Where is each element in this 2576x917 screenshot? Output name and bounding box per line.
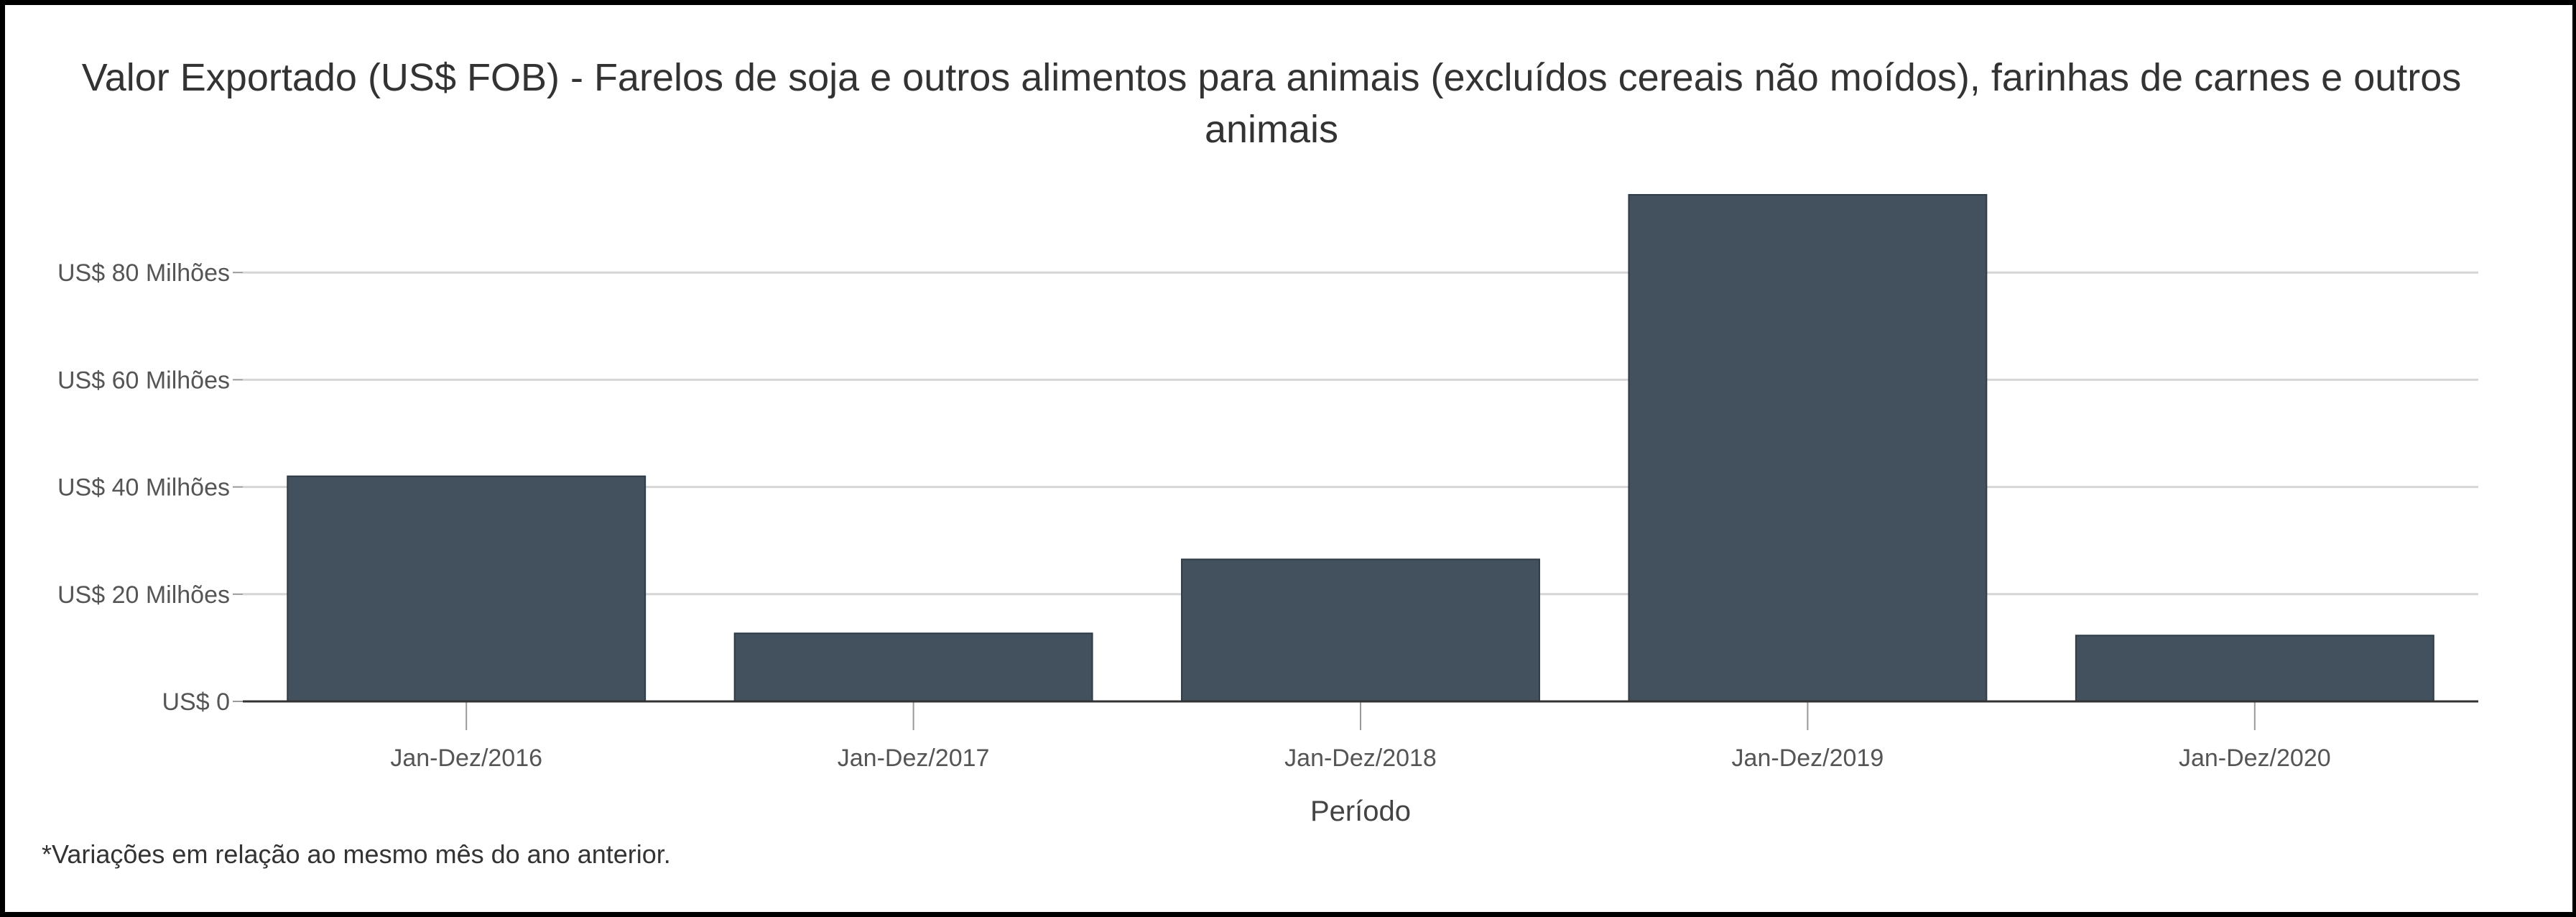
tick-labels: US$ 0 US$ 20 Milhões US$ 40 Milhões US$ 60 …: [57, 259, 2331, 772]
x-tick-label: Jan-Dez/2017: [838, 745, 990, 772]
x-tick-label: Jan-Dez/2016: [390, 745, 542, 772]
x-axis-title: Período: [1310, 796, 1411, 827]
x-tick-label: Jan-Dez/2018: [1284, 745, 1437, 772]
bars: [287, 194, 2434, 703]
bar[interactable]: [287, 475, 647, 702]
axes: [233, 272, 2478, 730]
bar[interactable]: [1181, 558, 1540, 702]
bar[interactable]: [2075, 635, 2434, 703]
x-tick-label: Jan-Dez/2019: [1732, 745, 1884, 772]
y-tick-label: US$ 60 Milhões: [57, 367, 230, 394]
y-tick-label: US$ 80 Milhões: [57, 259, 230, 287]
footnote: *Variações em relação ao mesmo mês do an…: [42, 839, 671, 869]
y-tick-label: US$ 0: [162, 688, 231, 716]
bar[interactable]: [733, 632, 1093, 702]
y-tick-label: US$ 40 Milhões: [57, 474, 230, 502]
bar[interactable]: [1628, 194, 1988, 702]
chart-title: Valor Exportado (US$ FOB) - Farelos de s…: [81, 56, 2462, 151]
y-tick-label: US$ 20 Milhões: [57, 581, 230, 609]
x-tick-label: Jan-Dez/2020: [2179, 745, 2331, 772]
